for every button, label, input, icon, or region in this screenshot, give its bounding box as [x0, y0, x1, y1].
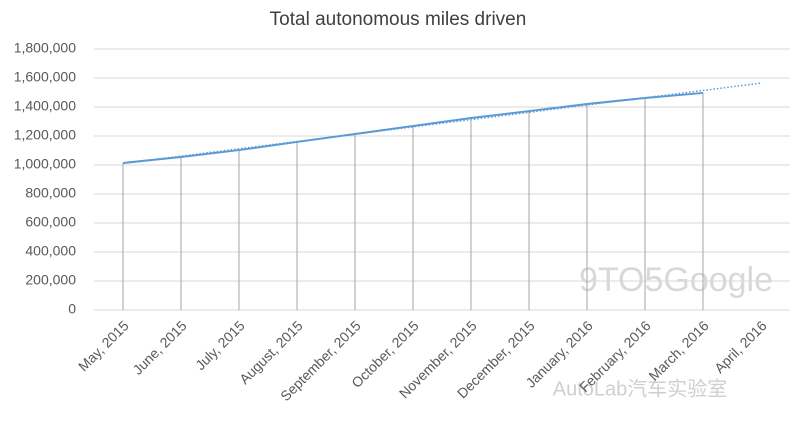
x-tick-label: April, 2016 — [711, 317, 770, 376]
y-tick-label: 600,000 — [25, 214, 76, 230]
y-tick-label: 0 — [68, 301, 76, 317]
y-tick-label: 400,000 — [25, 243, 76, 259]
x-tick-label: June, 2015 — [129, 317, 189, 377]
y-tick-label: 1,400,000 — [14, 98, 76, 114]
x-tick-label: July, 2015 — [192, 317, 248, 373]
x-tick-label: May, 2015 — [75, 317, 132, 374]
x-tick-label: March, 2016 — [645, 317, 711, 383]
y-tick-label: 1,800,000 — [14, 40, 76, 56]
y-tick-label: 1,200,000 — [14, 127, 76, 143]
y-tick-label: 1,000,000 — [14, 156, 76, 172]
y-tick-label: 1,600,000 — [14, 69, 76, 85]
watermark: AutoLab汽车实验室 — [553, 377, 728, 400]
trendline — [122, 82, 762, 165]
y-tick-label: 800,000 — [25, 185, 76, 201]
watermark: 9TO5Google — [579, 261, 773, 299]
y-tick-label: 200,000 — [25, 272, 76, 288]
line-series — [122, 91, 704, 164]
chart-title: Total autonomous miles driven — [270, 9, 527, 30]
